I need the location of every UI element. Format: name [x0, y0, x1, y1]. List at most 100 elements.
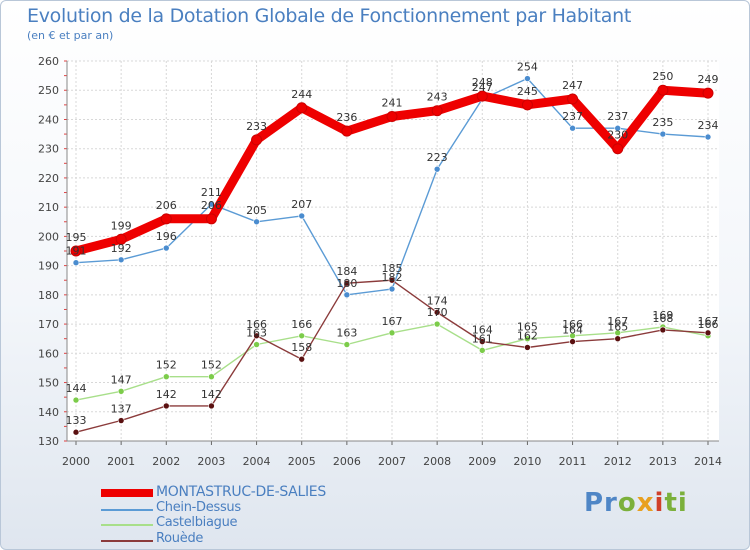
data-label: 166 [698, 318, 719, 331]
data-point [521, 99, 533, 111]
data-label: 206 [201, 199, 222, 212]
data-point [298, 212, 306, 220]
x-tick-label: 2007 [378, 455, 406, 468]
data-label: 169 [652, 309, 673, 322]
data-point [205, 213, 217, 225]
data-point [433, 320, 441, 328]
x-tick-label: 2001 [107, 455, 135, 468]
data-point [253, 218, 260, 226]
data-point [117, 417, 125, 424]
y-tick-label: 230 [38, 143, 59, 156]
logo-part-3: x [636, 488, 655, 518]
y-tick-label: 190 [38, 260, 59, 273]
data-label: 199 [111, 219, 132, 232]
data-label: 144 [66, 382, 87, 395]
data-label: 236 [336, 111, 357, 124]
y-tick-label: 250 [38, 84, 59, 97]
data-label: 167 [698, 315, 719, 328]
data-point [162, 373, 170, 380]
x-tick-label: 2012 [604, 455, 632, 468]
data-label: 147 [111, 373, 132, 386]
data-label: 254 [517, 61, 538, 74]
data-label: 137 [111, 403, 132, 416]
data-label: 249 [698, 73, 719, 86]
data-point [72, 428, 80, 436]
data-point [251, 134, 263, 146]
data-label: 162 [517, 329, 538, 342]
y-tick-label: 210 [38, 201, 59, 214]
data-point [659, 130, 667, 138]
data-point [614, 335, 622, 342]
data-point [298, 332, 306, 340]
data-label: 243 [427, 91, 448, 104]
logo-part-5: ti [664, 488, 688, 518]
legend-swatch [101, 540, 153, 542]
data-label: 174 [427, 294, 448, 307]
data-point [657, 84, 669, 96]
data-point [659, 326, 667, 334]
data-point [117, 256, 125, 264]
data-label: 247 [562, 79, 583, 92]
data-label: 170 [427, 306, 448, 319]
data-label: 152 [156, 359, 177, 372]
data-point [388, 285, 396, 293]
data-point [208, 200, 215, 208]
data-label: 250 [652, 70, 673, 83]
x-tick-label: 2009 [468, 455, 496, 468]
data-label: 133 [66, 414, 87, 427]
x-tick-label: 2014 [694, 455, 722, 468]
data-label: 180 [336, 277, 357, 290]
data-label: 142 [201, 388, 222, 401]
data-point [524, 335, 531, 342]
data-point [343, 291, 351, 299]
legend-label: MONTASTRUC-DE-SALIES [156, 484, 326, 500]
data-label: 158 [291, 341, 312, 354]
y-tick-label: 260 [38, 55, 59, 68]
data-label: 247 [472, 81, 493, 94]
proxiti-logo: Proxiti [584, 488, 688, 518]
data-point [341, 125, 353, 137]
x-tick-label: 2006 [333, 455, 361, 468]
x-tick-label: 2010 [513, 455, 541, 468]
data-point [478, 347, 486, 354]
data-label: 165 [517, 321, 538, 334]
data-point [296, 102, 308, 114]
data-label: 185 [382, 262, 403, 275]
data-point [431, 105, 443, 117]
data-label: 230 [607, 129, 628, 142]
data-point [478, 338, 486, 345]
data-point [569, 338, 576, 345]
x-tick-label: 2003 [197, 455, 225, 468]
data-point [253, 332, 260, 340]
legend-label: Chein-Dessus [156, 500, 241, 515]
data-label: 234 [698, 119, 719, 132]
data-label: 164 [562, 324, 583, 337]
data-label: 166 [562, 318, 583, 331]
data-point [614, 124, 622, 132]
x-tick-label: 2008 [423, 455, 451, 468]
legend-swatch [101, 489, 153, 497]
data-label: 166 [246, 318, 267, 331]
data-label: 244 [291, 88, 312, 101]
data-label: 165 [607, 321, 628, 334]
data-point [388, 276, 396, 284]
y-tick-label: 170 [38, 318, 59, 331]
logo-part-4: i [654, 488, 665, 518]
data-label: 248 [472, 76, 493, 89]
data-point [162, 402, 170, 410]
data-point [524, 344, 531, 351]
data-label: 164 [472, 324, 493, 337]
data-label: 233 [246, 120, 267, 133]
data-point [117, 388, 125, 395]
x-tick-label: 2013 [649, 455, 677, 468]
data-label: 166 [291, 318, 312, 331]
data-point [386, 111, 398, 123]
data-label: 196 [156, 230, 177, 243]
data-label: 241 [382, 97, 403, 110]
data-point [433, 309, 441, 316]
y-tick-label: 150 [38, 377, 59, 390]
y-tick-label: 240 [38, 113, 59, 126]
data-label: 192 [111, 242, 132, 255]
